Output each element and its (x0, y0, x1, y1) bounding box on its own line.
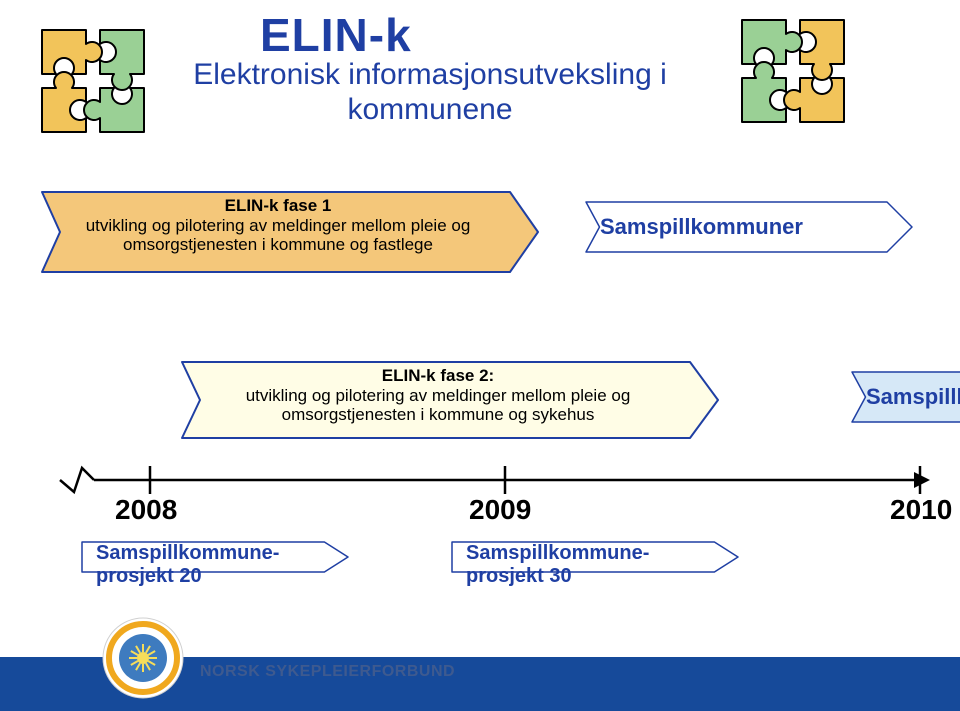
timeline-axis (0, 0, 960, 711)
year-2008: 2008 (115, 494, 177, 526)
samspill-30-line2: prosjekt 30 (466, 565, 572, 587)
org-logo-icon (100, 615, 186, 701)
samspill-30-text: Samspillkommune- prosjekt 30 (466, 542, 700, 588)
samspill-30-line1: Samspillkommune- (466, 542, 649, 564)
samspill-prosjekt-20-callout: Samspillkommune- prosjekt 20 (80, 540, 350, 604)
samspill-prosjekt-30-callout: Samspillkommune- prosjekt 30 (450, 540, 740, 604)
year-2010: 2010 (890, 494, 952, 526)
org-name: NORSK SYKEPLEIERFORBUND (200, 663, 455, 681)
year-2009: 2009 (469, 494, 531, 526)
slide-canvas: ELIN-k Elektronisk informasjonsutvekslin… (0, 0, 960, 711)
samspill-20-line2: prosjekt 20 (96, 565, 202, 587)
samspill-20-line1: Samspillkommune- (96, 542, 279, 564)
samspill-20-text: Samspillkommune- prosjekt 20 (96, 542, 310, 588)
